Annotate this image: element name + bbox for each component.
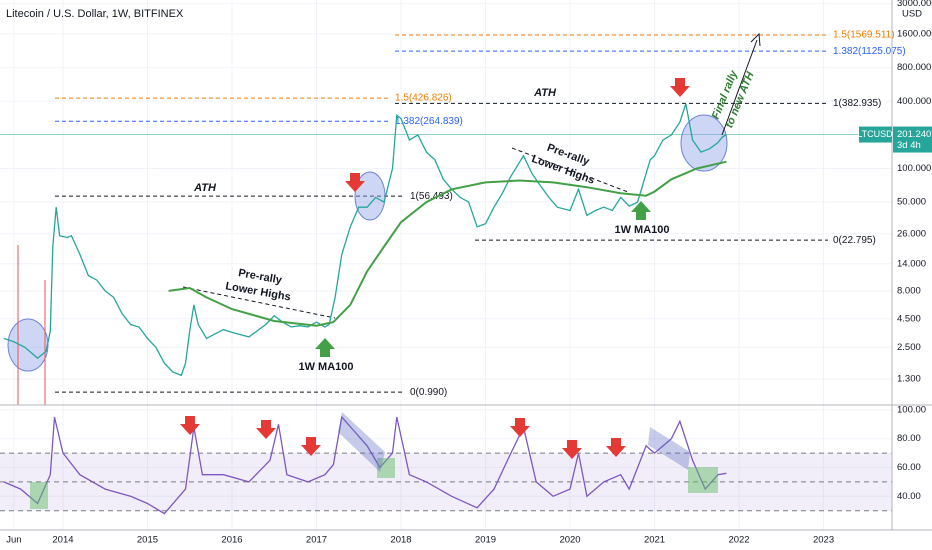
fib-label: 1.5(426.826)	[395, 93, 452, 104]
price-tag-text: 201.240	[897, 129, 931, 140]
countdown: 3d 4h	[897, 140, 921, 151]
trend-line	[182, 286, 336, 319]
red-arrow	[256, 420, 276, 439]
y-tick-label: 100.000	[897, 163, 931, 174]
fib-label: 1.5(1569.511)	[833, 30, 895, 41]
highlight-channel	[338, 412, 385, 472]
highlight-circle	[680, 114, 728, 172]
red-arrow	[562, 440, 582, 459]
y-tick-label: 1.300	[897, 373, 921, 384]
highlight-box	[30, 482, 48, 509]
x-tick-label: Jun	[6, 535, 21, 546]
fib-label: 0(22.795)	[833, 235, 876, 246]
rsi-drawings	[30, 412, 718, 509]
symbol-tag-text: LTCUSD	[857, 129, 893, 139]
fib-label: 0(0.990)	[410, 387, 447, 398]
annotation: ATH	[193, 182, 217, 194]
x-tick-label: 2017	[306, 535, 327, 546]
x-tick-label: 2019	[475, 535, 496, 546]
x-tick-label: 2016	[221, 535, 242, 546]
green-arrow	[315, 338, 335, 357]
price-tag	[893, 126, 932, 153]
y-tick-label: 100.00	[897, 404, 926, 415]
x-tick-label: 2018	[390, 535, 411, 546]
fib-label: 1(56.493)	[410, 191, 453, 202]
x-tick-label: 2015	[137, 535, 158, 546]
annotation: 1W MA100	[614, 224, 669, 236]
chart-title: Litecoin / U.S. Dollar, 1W, BITFINEX	[6, 8, 184, 20]
y-tick-label: 3000.000	[897, 0, 932, 9]
arrow-head	[750, 32, 761, 47]
green-arrow	[631, 201, 651, 220]
arrow-line	[721, 39, 758, 136]
y-tick-label: 26.000	[897, 228, 926, 239]
y-tick-label: 800.000	[897, 62, 931, 73]
grid	[0, 0, 892, 530]
annotation: 1W MA100	[298, 361, 353, 373]
fib-label: 1(382.935)	[833, 98, 881, 109]
x-tick-label: 2022	[728, 535, 749, 546]
fib-label: 1.382(1125.075)	[833, 46, 906, 57]
annotation: ATH	[533, 87, 557, 99]
x-tick-label: 2014	[52, 535, 73, 546]
y-tick-label: 60.00	[897, 462, 921, 473]
y-tick-label: 80.00	[897, 433, 921, 444]
fib-label: 1.382(264.839)	[395, 116, 463, 127]
y-tick-label: 2.500	[897, 342, 921, 353]
y-tick-label: 40.00	[897, 491, 921, 502]
red-arrow	[301, 437, 321, 456]
axes: Jun 2014 2015 2016 2017 2018 2019 2020 2021 2022 2…	[6, 0, 932, 546]
red-arrow	[345, 173, 365, 192]
y-unit: USD	[902, 9, 922, 20]
red-arrow	[180, 416, 200, 435]
y-tick-label: 50.000	[897, 197, 926, 208]
highlight-channel	[648, 427, 690, 470]
y-tick-label: 14.000	[897, 258, 926, 269]
red-arrow	[670, 78, 690, 97]
y-tick-label: 400.000	[897, 96, 931, 107]
y-tick-label: 4.500	[897, 313, 921, 324]
highlight-box	[688, 467, 718, 493]
highlight-box	[377, 458, 395, 478]
highlight-circle	[7, 318, 49, 372]
x-tick-label: 2023	[813, 535, 834, 546]
x-tick-label: 2020	[559, 535, 580, 546]
symbol-tag	[859, 126, 892, 143]
x-tick-label: 2021	[644, 535, 665, 546]
series-line	[3, 103, 727, 377]
y-tick-label: 8.000	[897, 285, 921, 296]
red-arrow	[606, 438, 626, 457]
series-line	[168, 160, 727, 327]
red-arrow	[510, 418, 530, 437]
y-tick-label: 1600.000	[897, 29, 932, 40]
fib-levels: 0(0.990) 1(56.493) 1.382(264.839) 1.5(426.8…	[55, 30, 906, 398]
